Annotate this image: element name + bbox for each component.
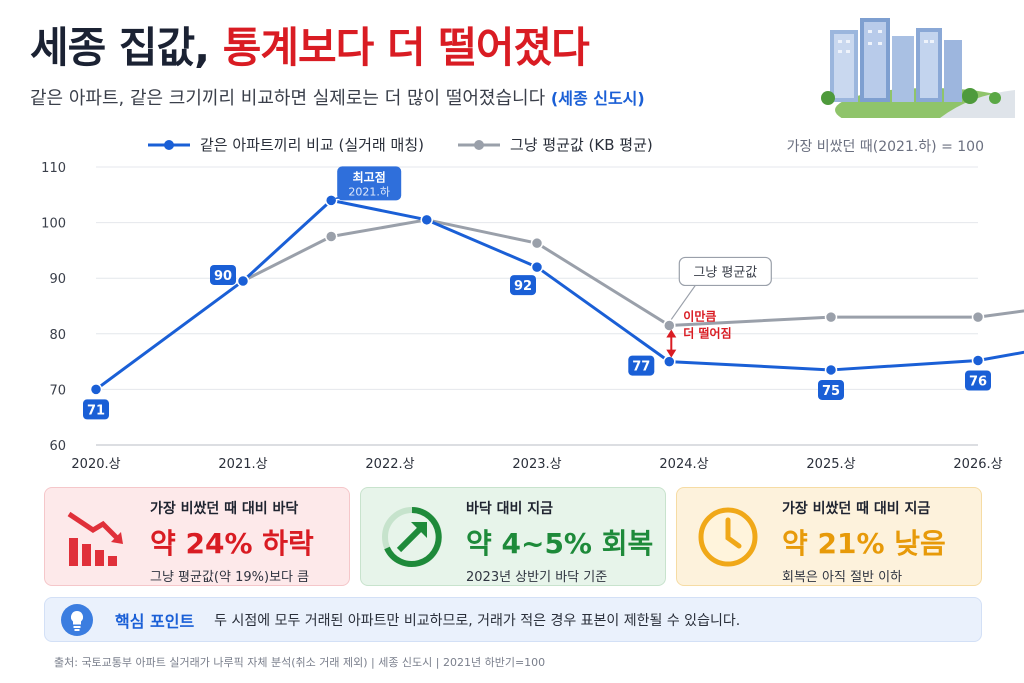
lightbulb-icon bbox=[61, 603, 93, 636]
gap-label-line1: 이만큼 bbox=[683, 308, 716, 323]
card-drop-label: 가장 비쌌던 때 대비 바닥 bbox=[150, 501, 299, 517]
card-current-sub: 회복은 아직 절반 이하 bbox=[782, 570, 903, 585]
data-point-average bbox=[824, 310, 838, 324]
data-label-matched: 77 bbox=[632, 360, 650, 375]
card-current: 가장 비쌌던 때 대비 지금 약 21% 낮음 회복은 아직 절반 이하 bbox=[676, 487, 982, 586]
y-tick-label: 90 bbox=[49, 272, 66, 287]
legend-label-average: 그냥 평균값 (KB 평균) bbox=[509, 136, 653, 154]
key-point-box: 핵심 포인트 두 시점에 모두 거래된 아파트만 비교하므로, 거래가 적은 경… bbox=[44, 597, 982, 642]
apartment-illustration-icon bbox=[821, 18, 1015, 118]
data-point-average bbox=[971, 310, 985, 324]
data-label-matched: 76 bbox=[969, 374, 987, 389]
card-drop: 가장 비쌌던 때 대비 바닥 약 24% 하락 그냥 평균값(약 19%)보다 … bbox=[44, 487, 350, 586]
y-tick-label: 110 bbox=[41, 161, 66, 176]
index-base-note: 가장 비쌌던 때(2021.하) = 100 bbox=[786, 139, 984, 155]
x-tick-label: 2024.상 bbox=[659, 457, 708, 472]
data-label-bg-matched bbox=[965, 370, 991, 391]
series-line-average bbox=[242, 218, 1024, 327]
data-label-bg-matched bbox=[818, 379, 844, 400]
data-point-average bbox=[663, 319, 676, 332]
falling-bars-icon bbox=[67, 511, 123, 566]
legend-label-matched: 같은 아파트끼리 비교 (실거래 매칭) bbox=[200, 136, 424, 154]
card-drop-sub: 그냥 평균값(약 19%)보다 큼 bbox=[150, 570, 310, 585]
chart-legend: 같은 아파트끼리 비교 (실거래 매칭) 그냥 평균값 (KB 평균) bbox=[148, 134, 687, 155]
average-callout-box bbox=[678, 256, 772, 287]
chart-grid bbox=[96, 166, 978, 446]
subtitle-text: 같은 아파트, 같은 크기끼리 비교하면 실제로는 더 많이 떨어졌습니다 bbox=[30, 88, 546, 109]
data-label-matched: 90 bbox=[214, 269, 232, 284]
average-callout-text: 그냥 평균값 bbox=[693, 265, 757, 280]
y-tick-label: 70 bbox=[49, 383, 66, 398]
card-recovery-label: 바닥 대비 지금 bbox=[466, 501, 554, 517]
gap-arrow-head-down bbox=[666, 349, 677, 358]
x-tick-label: 2023.상 bbox=[512, 457, 561, 472]
x-tick-label: 2026.상 bbox=[953, 457, 1002, 472]
x-tick-label: 2020.상 bbox=[71, 457, 120, 472]
key-point-text: 두 시점에 모두 거래된 아파트만 비교하므로, 거래가 적은 경우 표본이 제… bbox=[214, 612, 741, 629]
x-axis-ticks: 2020.상 2021.상 2022.상 2023.상 2024.상 2025.상 2026… bbox=[71, 457, 1002, 472]
y-tick-label: 100 bbox=[41, 217, 66, 232]
data-point-matched bbox=[824, 363, 838, 377]
legend-line-gray-icon bbox=[457, 139, 500, 150]
subtitle-tag: (세종 신도시) bbox=[550, 89, 645, 108]
data-label-bg-matched bbox=[510, 275, 536, 296]
key-point-title: 핵심 포인트 bbox=[115, 611, 195, 631]
card-recovery: 바닥 대비 지금 약 4~5% 회복 2023년 상반기 바닥 기준 bbox=[360, 487, 666, 586]
y-tick-label: 80 bbox=[49, 328, 66, 343]
data-point-average bbox=[324, 230, 338, 243]
title-main: 세종 집값, bbox=[30, 23, 223, 72]
source-note: 출처: 국토교통부 아파트 실거래가 나루픽 자체 분석(취소 거래 제외) |… bbox=[54, 656, 546, 669]
peak-callout-title: 최고점 bbox=[353, 169, 386, 184]
data-point-matched bbox=[663, 355, 676, 368]
x-tick-label: 2022.상 bbox=[365, 457, 414, 472]
data-label-matched: 75 bbox=[822, 384, 840, 399]
peak-callout-bg bbox=[337, 166, 402, 201]
legend-line-blue-icon bbox=[148, 139, 190, 150]
chart-series bbox=[89, 194, 1024, 396]
data-label-matched: 71 bbox=[87, 403, 105, 418]
gap-arrow-head-up bbox=[666, 329, 677, 338]
x-tick-label: 2025.상 bbox=[806, 457, 855, 472]
average-callout-pointer bbox=[670, 285, 696, 320]
card-recovery-value: 약 4~5% 회복 bbox=[466, 527, 654, 560]
summary-cards: 가장 비쌌던 때 대비 바닥 약 24% 하락 그냥 평균값(약 19%)보다 … bbox=[44, 487, 982, 586]
data-point-matched bbox=[89, 383, 103, 396]
data-point-matched bbox=[324, 194, 338, 207]
data-point-matched bbox=[971, 354, 985, 367]
y-axis-ticks: 60 70 80 90 100 110 bbox=[41, 161, 66, 454]
legend-item-matched: 같은 아파트끼리 비교 (실거래 매칭) bbox=[148, 134, 424, 155]
data-label-bg-matched bbox=[83, 399, 109, 420]
data-label-bg-matched bbox=[628, 355, 655, 376]
peak-callout-pointer bbox=[331, 196, 346, 200]
x-tick-label: 2021.상 bbox=[218, 457, 267, 472]
data-point-matched bbox=[236, 274, 250, 288]
clock-icon bbox=[698, 507, 758, 567]
page-title: 세종 집값, 통계보다 더 떨어졌다 bbox=[30, 14, 590, 75]
gap-label-line2: 더 떨어짐 bbox=[683, 325, 731, 340]
card-current-value: 약 21% 낮음 bbox=[782, 527, 946, 560]
data-label-bg-matched bbox=[210, 264, 236, 285]
card-drop-value: 약 24% 하락 bbox=[150, 527, 314, 560]
data-point-matched bbox=[420, 213, 433, 227]
peak-callout-sub: 2021.하 bbox=[348, 184, 390, 198]
data-point-matched bbox=[530, 260, 544, 274]
card-current-label: 가장 비쌌던 때 대비 지금 bbox=[782, 501, 931, 517]
recovery-arrow-icon bbox=[382, 507, 442, 567]
page-subtitle: 같은 아파트, 같은 크기끼리 비교하면 실제로는 더 많이 떨어졌습니다 (세… bbox=[30, 84, 645, 110]
card-recovery-sub: 2023년 상반기 바닥 기준 bbox=[466, 570, 608, 585]
data-point-average bbox=[530, 236, 544, 250]
series-line-matched bbox=[95, 198, 1024, 391]
legend-item-average: 그냥 평균값 (KB 평균) bbox=[457, 134, 653, 155]
data-label-matched: 92 bbox=[514, 279, 532, 294]
y-tick-label: 60 bbox=[49, 439, 66, 454]
title-highlight: 통계보다 더 떨어졌다 bbox=[222, 23, 590, 72]
